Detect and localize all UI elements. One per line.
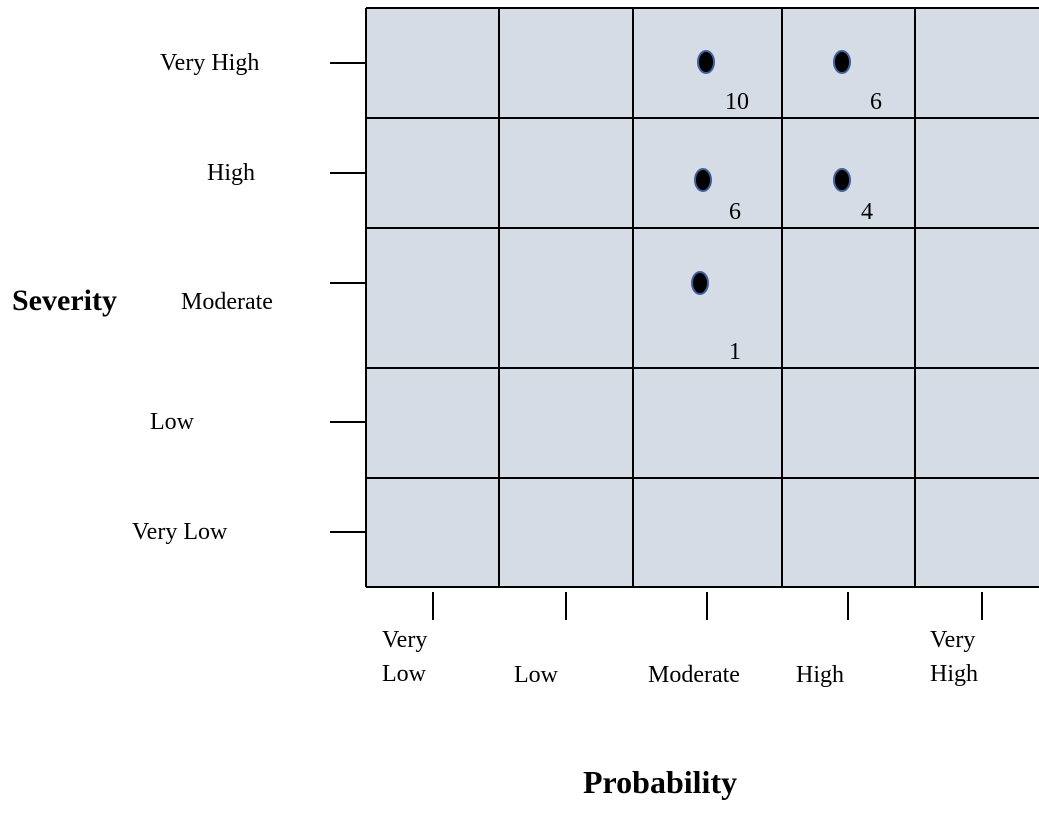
x-label: Very High [930,627,978,687]
y-label: Very High [160,50,260,76]
y-label: High [207,160,255,186]
matrix-background [366,8,1039,587]
y-label: Very Low [132,519,228,545]
y-axis-title: Severity [12,284,117,317]
point-label: 6 [729,199,741,225]
x-label: Low [514,662,558,688]
y-label: Low [150,409,194,435]
risk-point [694,168,712,192]
x-axis-title: Probability [583,764,738,800]
risk-point [833,168,851,192]
x-label: High [796,662,844,688]
risk-point [833,50,851,74]
y-label: Moderate [181,289,273,315]
point-label: 6 [870,89,882,115]
x-label: Very Low [382,627,428,687]
x-label: Moderate [648,662,740,688]
point-label: 1 [729,339,741,365]
point-label: 10 [725,89,749,115]
risk-point [691,271,709,295]
risk-point [697,50,715,74]
point-label: 4 [861,199,873,225]
